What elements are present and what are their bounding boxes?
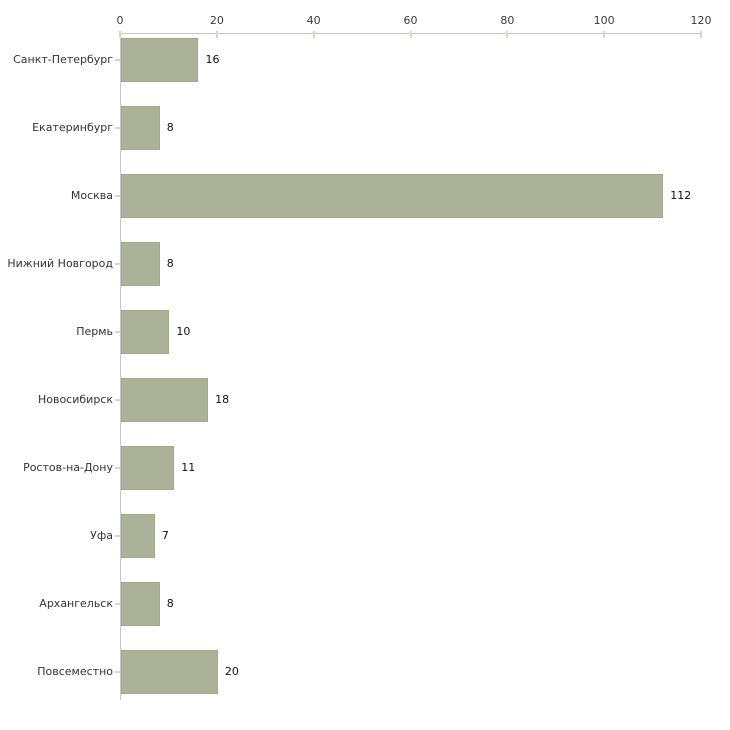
bar	[121, 377, 209, 422]
category-label: Уфа	[90, 528, 113, 542]
category-tick	[115, 534, 120, 537]
bar	[121, 241, 160, 286]
value-label: 18	[215, 392, 230, 406]
category-label: Пермь	[76, 324, 113, 338]
x-tick-label: 120	[690, 14, 712, 27]
x-tick-label: 0	[116, 14, 124, 27]
value-label: 8	[166, 256, 174, 270]
bar	[121, 105, 160, 150]
bar	[121, 173, 664, 218]
category-label: Новосибирск	[37, 392, 113, 406]
category-tick	[115, 126, 120, 129]
category-tick	[115, 330, 120, 333]
x-tick-label: 40	[306, 14, 321, 27]
category-tick	[115, 398, 120, 401]
bar	[121, 513, 155, 558]
x-tick-mark	[312, 31, 315, 38]
x-tick-mark	[603, 31, 606, 38]
category-tick	[115, 262, 120, 265]
value-label: 112	[670, 188, 692, 202]
category-label: Санкт-Петербург	[13, 52, 113, 66]
x-tick-label: 100	[593, 14, 615, 27]
x-tick-label: 60	[403, 14, 418, 27]
x-tick-mark	[119, 31, 121, 38]
category-label: Москва	[70, 188, 113, 202]
x-tick-label: 80	[500, 14, 515, 27]
bar	[121, 649, 218, 694]
category-tick	[115, 670, 120, 673]
bar	[121, 445, 175, 490]
category-label: Ростов-на-Дону	[23, 460, 113, 474]
value-label: 8	[166, 596, 174, 610]
bar	[121, 309, 170, 354]
category-label: Повсеместно	[37, 664, 113, 678]
category-tick	[115, 58, 120, 61]
value-label: 10	[176, 324, 191, 338]
x-tick-mark	[215, 31, 218, 38]
bar	[121, 37, 199, 82]
category-label: Нижний Новгород	[7, 256, 113, 270]
y-axis-line	[120, 33, 121, 700]
category-tick	[115, 466, 120, 469]
x-tick-label: 20	[209, 14, 224, 27]
x-tick-mark	[700, 31, 702, 38]
x-tick-mark	[409, 31, 412, 38]
value-label: 11	[181, 460, 196, 474]
value-label: 20	[224, 664, 239, 678]
category-label: Архангельск	[39, 596, 113, 610]
value-label: 16	[205, 52, 220, 66]
bar	[121, 581, 160, 626]
value-label: 7	[161, 528, 169, 542]
value-label: 8	[166, 120, 174, 134]
category-tick	[115, 194, 120, 197]
category-label: Екатеринбург	[32, 120, 113, 134]
category-tick	[115, 602, 120, 605]
x-tick-mark	[506, 31, 509, 38]
